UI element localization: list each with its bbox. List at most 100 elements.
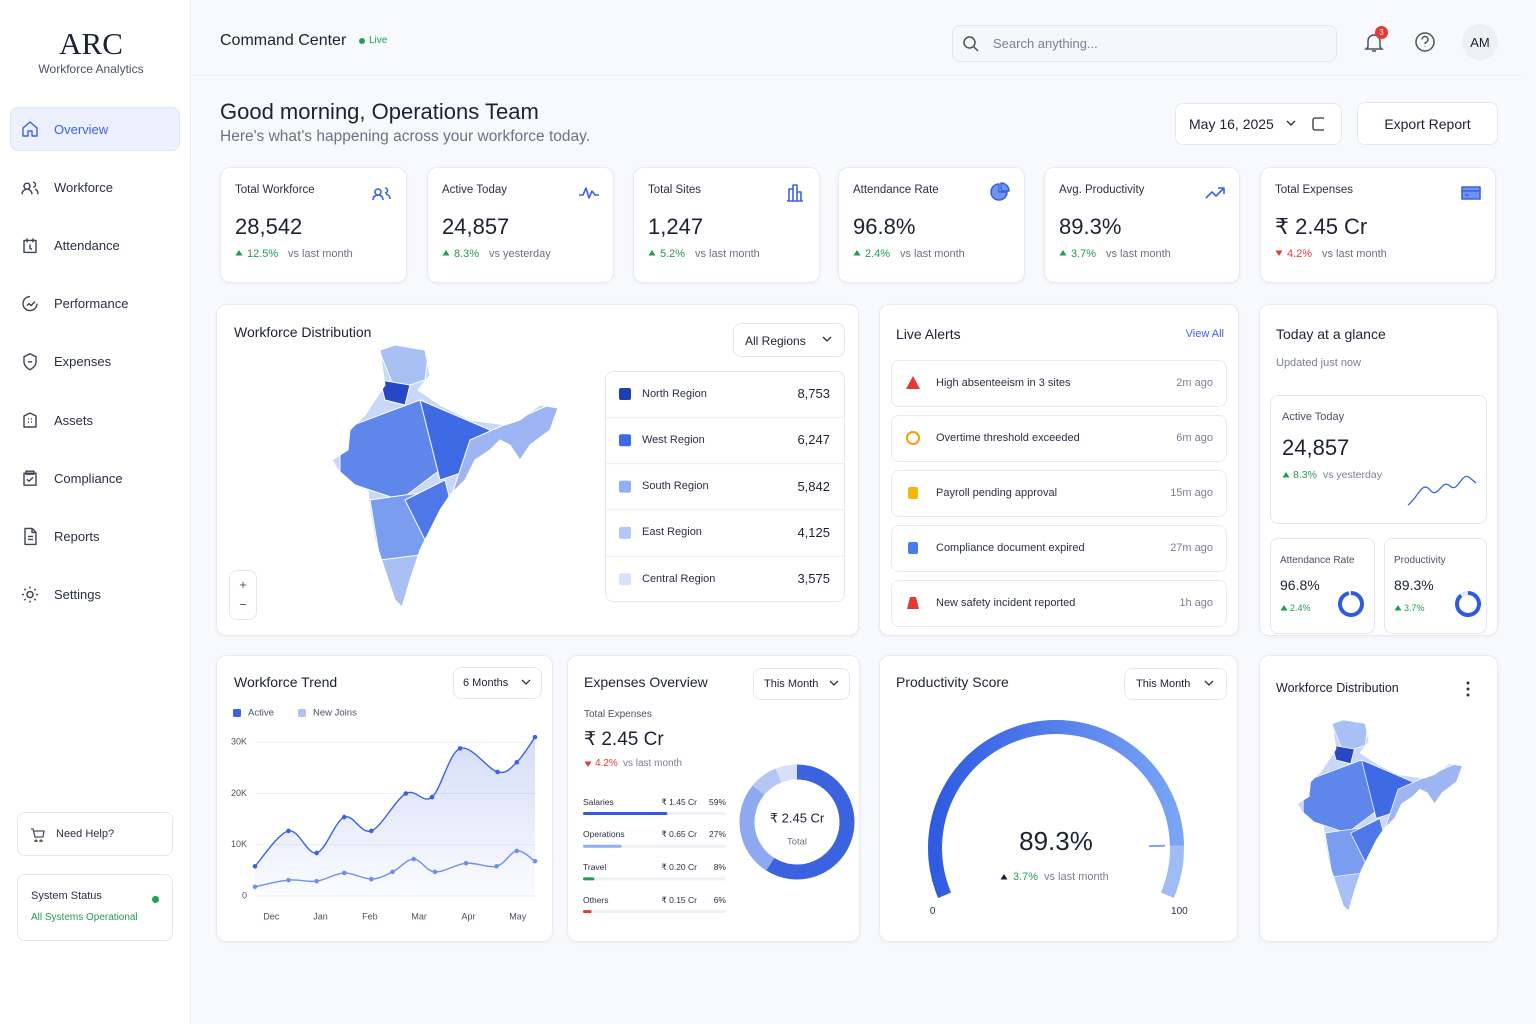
help-icon <box>31 828 45 842</box>
glance-productivity-box <box>1384 538 1487 634</box>
alert-text: Overtime threshold exceeded <box>936 431 1080 444</box>
trend-filter-label: 6 Months <box>463 677 509 689</box>
kpi-compare: vs last month <box>900 247 965 260</box>
expense-change: 4.2% <box>595 758 618 769</box>
kpi-compare: vs last month <box>1322 247 1387 260</box>
kpi-label: Avg. Productivity <box>1059 184 1145 197</box>
chevron <box>829 680 839 686</box>
status-box <box>17 874 173 941</box>
expense-amount: ₹ 0.20 Cr <box>661 861 697 872</box>
glance-value: 89.3% <box>1394 577 1434 593</box>
kpi-compare: vs last month <box>695 247 760 260</box>
alert-item[interactable] <box>891 470 1227 517</box>
live-dot <box>359 38 365 44</box>
kpi-compare: vs last month <box>1106 247 1171 260</box>
alert-item[interactable] <box>891 525 1227 572</box>
alert-text: New safety incident reported <box>936 596 1076 609</box>
avatar[interactable] <box>1462 24 1498 60</box>
expense-total-label: Total Expenses <box>584 709 652 720</box>
kpi-value: 24,857 <box>442 214 510 239</box>
glance-label: Productivity <box>1394 555 1446 566</box>
region-name: West Region <box>642 433 705 446</box>
kpi-value: ₹ 2.45 Cr <box>1275 214 1368 239</box>
status-dot <box>152 896 159 903</box>
nav-item[interactable]: Assets <box>54 412 94 428</box>
glance-value: 96.8% <box>1280 577 1320 593</box>
updated-note: Updated just now <box>1276 357 1361 369</box>
glance-label: Attendance Rate <box>1280 555 1355 566</box>
expense-compare: vs last month <box>623 758 682 769</box>
chevron <box>822 336 832 342</box>
nav-item[interactable]: Reports <box>54 528 100 544</box>
region-value: 6,247 <box>797 432 830 448</box>
nav-item[interactable]: Performance <box>54 296 129 312</box>
kpi-label: Total Expenses <box>1275 184 1353 197</box>
help-text[interactable]: Need Help? <box>56 828 115 840</box>
nav-item[interactable]: Attendance <box>54 237 120 253</box>
alert-time: 15m ago <box>1170 486 1213 499</box>
zoom-in[interactable]: + <box>239 577 247 592</box>
expense-amount: ₹ 0.15 Cr <box>661 894 697 905</box>
nav-item[interactable]: Workforce <box>54 179 113 195</box>
kpi-change: 2.4% <box>865 247 891 260</box>
region-value: 3,575 <box>797 571 830 587</box>
kpi-card <box>1260 167 1496 283</box>
card-title: Workforce Distribution <box>234 324 372 340</box>
region-list <box>605 371 845 602</box>
view-all[interactable]: View All <box>1185 328 1224 340</box>
kpi-label: Attendance Rate <box>853 184 939 197</box>
status-text: All Systems Operational <box>31 912 138 923</box>
glance-change: 3.7% <box>1404 603 1425 613</box>
expense-share: 8% <box>713 861 726 872</box>
expense-name: Operations <box>583 829 625 840</box>
kpi-card <box>1044 167 1240 283</box>
zoom-control <box>229 570 257 620</box>
nav-item[interactable]: Settings <box>54 587 101 603</box>
zoom-out[interactable]: − <box>239 597 247 612</box>
greeting-subtitle: Here's what's happening across your work… <box>220 128 591 145</box>
alert-time: 6m ago <box>1176 431 1213 444</box>
date-text: May 16, 2025 <box>1189 116 1274 132</box>
expenses-filter-label: This Month <box>764 678 819 690</box>
search-box[interactable] <box>952 25 1337 62</box>
date-icons <box>1286 117 1324 131</box>
header-divider <box>191 75 1522 76</box>
search-placeholder[interactable]: Search anything... <box>993 36 1098 51</box>
region-value: 4,125 <box>797 524 830 540</box>
search-icon <box>963 36 979 52</box>
nav-active-bg[interactable] <box>10 107 180 151</box>
kpi-change: 12.5% <box>247 247 279 260</box>
card-title: Productivity Score <box>896 674 1009 690</box>
glance-change: 8.3% <box>1293 469 1317 481</box>
page-title: Command Center <box>220 32 347 49</box>
alert-item[interactable] <box>891 580 1227 627</box>
chevron <box>1204 680 1214 686</box>
alert-item[interactable] <box>891 415 1227 462</box>
glance-value: 24,857 <box>1282 435 1350 460</box>
expense-amount: ₹ 0.65 Cr <box>661 829 697 840</box>
kpi-value: 1,247 <box>648 214 704 239</box>
glance-change: 2.4% <box>1290 603 1311 613</box>
notification-count: 3 <box>1379 28 1384 37</box>
card-title: Today at a glance <box>1276 326 1386 342</box>
export-button[interactable] <box>1357 102 1498 145</box>
kpi-change: 4.2% <box>1287 247 1313 260</box>
distribution2-card <box>1259 655 1498 942</box>
expense-share: 59% <box>708 796 726 807</box>
nav-item[interactable]: Expenses <box>54 354 112 370</box>
expense-share: 6% <box>713 894 726 905</box>
kpi-compare: vs last month <box>288 247 353 260</box>
expense-name: Travel <box>583 862 607 873</box>
live-label: Live <box>369 35 388 46</box>
nav-item[interactable]: Compliance <box>54 470 123 486</box>
kpi-value: 28,542 <box>235 214 303 239</box>
help-circle-icon[interactable] <box>1414 31 1436 53</box>
export-label[interactable]: Export Report <box>1384 116 1471 132</box>
alert-item[interactable] <box>891 360 1227 407</box>
nav-item[interactable]: Overview <box>54 121 109 137</box>
date-picker[interactable] <box>1175 103 1342 145</box>
expense-share: 27% <box>708 829 726 840</box>
more-menu[interactable] <box>1464 680 1472 698</box>
gauge-value: 89.3% <box>1019 826 1093 856</box>
